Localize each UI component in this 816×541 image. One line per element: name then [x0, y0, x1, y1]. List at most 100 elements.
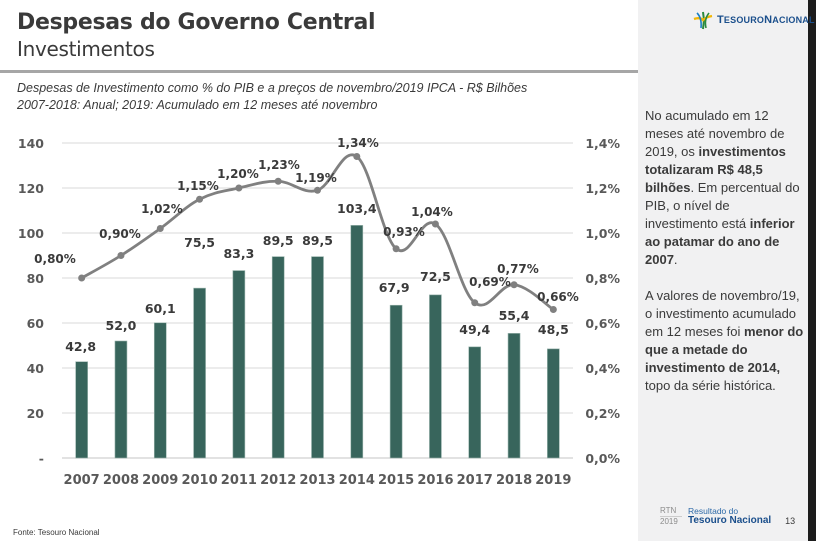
line-value-label: 1,34% [337, 136, 379, 150]
line-value-label: 1,02% [141, 202, 183, 216]
bar [547, 348, 560, 459]
bar-value-label: 52,0 [106, 318, 137, 333]
line-value-label: 1,15% [177, 179, 219, 193]
y-right-tick-label: 0,4% [585, 361, 620, 376]
x-tick-label: 2010 [181, 473, 217, 488]
line-marker [235, 184, 243, 192]
page-title: Despesas do Governo Central [17, 10, 376, 35]
bar-value-label: 48,5 [538, 322, 569, 337]
chart-caption: Despesas de Investimento como % do PIB e… [17, 80, 527, 114]
x-axis-labels: 2007 2008 2009 2010 2011 2012 2013 2014 2015 2016… [64, 473, 572, 488]
investment-chart: - 20 40 60 80 100 120 140 0,0% 0,2% 0,4% 0,6% 0,8% 1… [18, 136, 621, 488]
line-value-label: 0,66% [537, 290, 579, 304]
y-left-tick-label: 120 [18, 181, 44, 196]
source-note: Fonte: Tesouro Nacional [13, 528, 100, 537]
y-right-tick-label: 0,6% [585, 316, 620, 331]
bar [114, 340, 128, 459]
y-right-tick-label: 1,4% [585, 136, 620, 151]
x-tick-label: 2016 [417, 473, 453, 488]
side-panel [638, 0, 808, 541]
bar [311, 256, 324, 459]
page-subtitle: Investimentos [17, 37, 155, 61]
bar [193, 287, 206, 459]
line-marker [431, 220, 439, 228]
y-right-tick-label: 0,0% [585, 451, 620, 466]
x-tick-label: 2013 [299, 473, 335, 488]
line-value-label: 0,90% [99, 227, 141, 241]
body-text: A valores de novembro/19, o investimento… [645, 288, 800, 339]
bar-value-label: 67,9 [379, 280, 410, 295]
y-left-tick-label: 100 [18, 226, 44, 241]
line-marker [510, 281, 518, 289]
emphasis-text: inferior ao patamar do ano de 2007 [645, 216, 795, 267]
footer-resultado: Resultado do Tesouro Nacional [688, 506, 772, 526]
bar-value-label: 42,8 [65, 339, 96, 354]
y-left-tick-label: 20 [27, 406, 45, 421]
footer-brand: RTN 2019 Resultado do Tesouro Nacional 1… [660, 506, 795, 527]
y-right-tick-label: 0,8% [585, 271, 620, 286]
side-panel-paragraph-2: A valores de novembro/19, o investimento… [645, 287, 805, 395]
title-divider [0, 70, 638, 73]
emphasis-text: menor do que a metade do investimento de… [645, 324, 804, 375]
line-value-label: 0,80% [34, 252, 76, 266]
tesouro-star-icon [693, 11, 713, 30]
y-right-tick-label: 1,0% [585, 226, 620, 241]
bar-value-label: 60,1 [145, 301, 176, 316]
bar-series [75, 225, 560, 459]
y-right-tick-label: 1,2% [585, 181, 620, 196]
line-labels: 0,80% 0,90%1,02% 1,15%1,20%1,23%1,19% 1,34%… [34, 136, 579, 304]
bar-value-label: 75,5 [184, 235, 215, 250]
line-marker [196, 195, 204, 203]
side-panel-text: No acumulado em 12 meses até novembro de… [645, 107, 805, 413]
bar-value-label: 103,4 [337, 201, 377, 216]
y-right-tick-label: 0,2% [585, 406, 620, 421]
emphasis-text: investimentos totalizaram R$ 48,5 bilhõe… [645, 144, 786, 195]
x-tick-label: 2015 [378, 473, 414, 488]
bar-value-label: 89,5 [263, 233, 294, 248]
bar [389, 304, 403, 459]
bar-labels: 42,8 52,0 60,1 75,5 83,3 89,5 89,5 103,4 67,9 72,… [65, 201, 569, 354]
bar [153, 322, 167, 459]
x-tick-label: 2019 [535, 473, 571, 488]
bar-value-label: 72,5 [420, 269, 451, 284]
body-text: No acumulado em 12 meses até novembro de… [645, 108, 785, 159]
line-value-label: 1,19% [295, 171, 337, 185]
bar-value-label: 83,3 [223, 246, 254, 261]
body-text: . Em percentual do PIB, o nível de inves… [645, 180, 800, 231]
y-axis-left: - 20 40 60 80 100 120 140 [18, 136, 44, 466]
logo-text: TESOURONACIONAL [717, 14, 815, 26]
line-marker [117, 252, 125, 259]
y-left-tick-label: 40 [27, 361, 45, 376]
bar [429, 294, 442, 459]
line-marker [156, 225, 164, 232]
x-tick-label: 2007 [64, 473, 100, 488]
rtn-badge: RTN 2019 [660, 506, 682, 527]
chart-caption-line2: 2007-2018: Anual; 2019: Acumulado em 12 … [17, 98, 378, 112]
x-tick-label: 2009 [142, 473, 178, 488]
line-value-label: 1,20% [217, 167, 259, 181]
window-edge [808, 0, 816, 541]
x-tick-label: 2011 [221, 473, 257, 488]
x-tick-label: 2008 [103, 473, 139, 488]
x-tick-label: 2017 [457, 473, 493, 488]
line-marker [274, 177, 282, 185]
page-number: 13 [785, 516, 796, 526]
line-marker [471, 299, 479, 307]
body-text: . [673, 252, 678, 267]
line-value-label: 0,69% [469, 275, 511, 289]
line-marker [353, 153, 361, 160]
x-tick-label: 2018 [496, 473, 532, 488]
chart-caption-line1: Despesas de Investimento como % do PIB e… [17, 81, 528, 95]
side-panel-paragraph-1: No acumulado em 12 meses até novembro de… [645, 107, 805, 269]
y-axis-right: 0,0% 0,2% 0,4% 0,6% 0,8% 1,0% 1,2% 1,4% [585, 136, 620, 466]
bar [232, 270, 246, 459]
bar-value-label: 89,5 [302, 233, 333, 248]
y-left-tick-label: - [39, 451, 44, 466]
bar [468, 346, 482, 459]
line-marker [314, 186, 321, 194]
line-marker [392, 245, 400, 253]
bar [271, 256, 285, 459]
line-value-label: 1,23% [258, 158, 300, 172]
bar [507, 333, 521, 459]
line-value-label: 1,04% [411, 205, 453, 219]
